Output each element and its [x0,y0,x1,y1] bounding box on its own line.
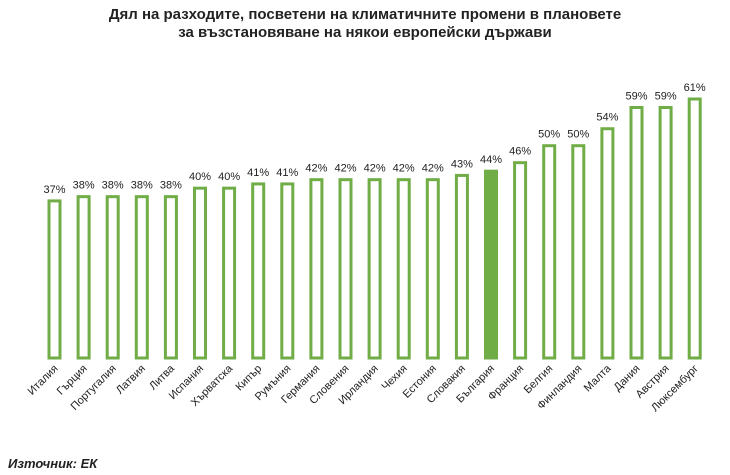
value-label-19: 50% [567,129,589,141]
bar-5 [163,195,178,360]
category-label-20: Малта [582,362,614,394]
bar-21 [629,105,644,360]
value-label-5: 38% [160,180,182,192]
bar-18 [542,144,557,360]
bar-13 [396,178,411,360]
bar-10 [309,178,324,360]
chart-title-line-2: за възстановяване на някои европейски дъ… [178,24,552,41]
value-label-1: 37% [43,184,65,196]
value-label-20: 54% [596,112,618,124]
bar-9 [280,182,295,360]
bar-6 [193,186,207,360]
value-label-2: 38% [73,180,95,192]
value-label-17: 46% [509,146,531,158]
value-label-4: 38% [131,180,153,192]
bar-15 [454,173,469,360]
bar-11 [338,178,353,360]
category-label-4: Латвия [114,363,148,397]
value-label-16: 44% [480,154,502,166]
value-label-6: 40% [189,171,211,183]
bar-3 [105,195,120,360]
source-note: Източник: ЕК [8,456,98,471]
value-label-11: 42% [334,163,356,175]
value-label-7: 40% [218,171,240,183]
value-label-23: 61% [684,82,706,94]
value-label-12: 42% [364,163,386,175]
value-label-9: 41% [276,167,298,179]
bar-20 [600,127,615,360]
bar-4 [134,195,149,360]
bar-23 [687,97,702,360]
bar-7 [222,186,237,360]
bar-12 [367,178,382,360]
value-label-21: 59% [625,90,647,102]
bar-8 [251,182,266,360]
chart-title-line-1: Дял на разходите, посветени на климатичн… [108,6,622,23]
bar-19 [571,144,586,360]
category-label-1: Италия [26,363,61,398]
value-label-18: 50% [538,129,560,141]
bar-16 [484,169,498,360]
value-label-15: 43% [451,158,473,170]
value-label-8: 41% [247,167,269,179]
value-label-3: 38% [102,180,124,192]
value-label-14: 42% [422,163,444,175]
bar-1 [47,199,62,360]
value-label-22: 59% [655,90,677,102]
bar-17 [513,161,528,360]
value-label-10: 42% [305,163,327,175]
bar-22 [658,105,673,360]
bar-2 [76,195,91,360]
bar-14 [425,178,440,360]
value-label-13: 42% [393,163,415,175]
